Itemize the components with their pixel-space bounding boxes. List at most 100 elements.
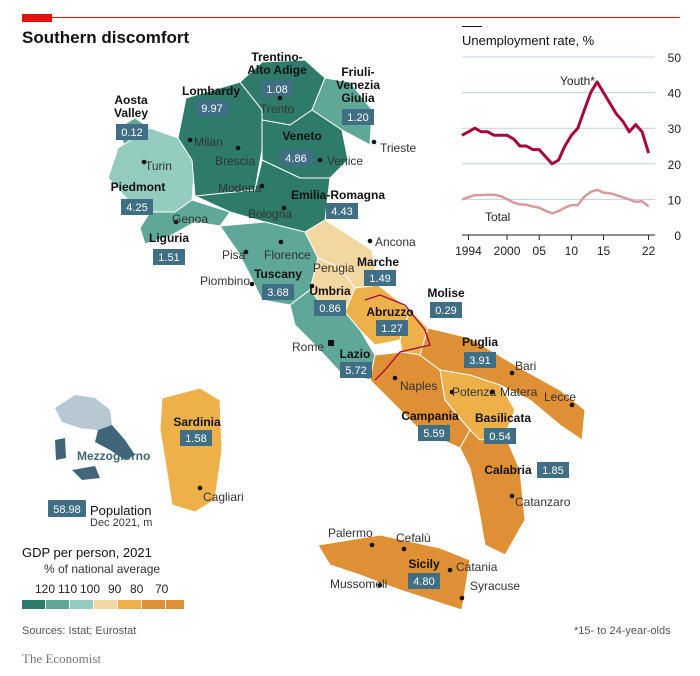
city-cagliari: Cagliari (203, 490, 244, 504)
x-tick-10: 10 (565, 244, 579, 258)
x-tick-22: 22 (642, 244, 656, 258)
region-shape-liguria (139, 199, 231, 245)
region-shape-emilia (193, 159, 331, 233)
city-trieste: Trieste (380, 141, 417, 155)
page-title: Southern discomfort (22, 28, 190, 47)
pop-tuscany: 3.68 (267, 287, 288, 299)
pop-veneto: 4.86 (285, 153, 306, 165)
city-syracuse: Syracuse (470, 579, 520, 593)
population-key-box: 58.98 (48, 500, 86, 517)
chart-top-rule (462, 26, 482, 27)
series-line-youth (461, 80, 651, 166)
brand-label: The Economist (22, 651, 102, 666)
city-ancona: Ancona (375, 235, 416, 249)
pop-emilia: 4.43 (331, 206, 352, 218)
city-catania: Catania (456, 560, 498, 574)
pop-sicily: 4.80 (413, 576, 434, 588)
y-tick-20: 20 (668, 158, 682, 172)
pop-marche: 1.49 (369, 273, 390, 285)
x-tick-2000: 2000 (494, 244, 521, 258)
top-rule (52, 17, 680, 18)
sources-note: Sources: Istat; Eurostat (22, 625, 137, 637)
city-rome: Rome (292, 340, 324, 354)
region-label-calabria: Calabria (484, 463, 532, 477)
region-label-marche: Marche (357, 255, 399, 269)
city-pisa: Pisa (222, 248, 246, 262)
region-label-sardinia: Sardinia (173, 415, 221, 429)
pop-lazio: 5.72 (345, 365, 366, 377)
city-bari: Bari (515, 359, 536, 373)
y-tick-40: 40 (668, 87, 682, 101)
region-label-lombardy: Lombardy (182, 84, 240, 98)
pop-abruzzo: 1.27 (381, 323, 402, 335)
region-label-campania: Campania (401, 409, 459, 423)
legend-swatches (22, 600, 184, 609)
city-brescia: Brescia (215, 154, 255, 168)
legend-tick-90: 90 (108, 582, 122, 596)
region-label-liguria: Liguria (149, 231, 189, 245)
region-shape-sardinia (159, 387, 223, 513)
pop-liguria: 1.51 (158, 252, 179, 264)
legend-tick-70: 70 (155, 582, 169, 596)
region-label-puglia: Puglia (462, 335, 498, 349)
series-label-total: Total (485, 210, 510, 224)
region-label-friuli-1: Friuli- (341, 65, 374, 79)
pop-molise: 0.29 (435, 305, 456, 317)
legend-title: GDP per person, 2021 (22, 545, 152, 560)
region-label-tuscany: Tuscany (254, 267, 302, 281)
pop-campania: 5.59 (423, 428, 444, 440)
region-label-basilicata: Basilicata (475, 411, 531, 425)
chart-title: Unemployment rate, % (462, 33, 595, 48)
city-florence: Florence (264, 248, 311, 262)
inset-map (55, 395, 135, 480)
city-milan: Milan (194, 135, 223, 149)
inset-north (55, 395, 112, 430)
region-label-aosta-1: Aosta (114, 93, 148, 107)
city-naples: Naples (400, 379, 437, 393)
region-label-piedmont: Piedmont (111, 180, 166, 194)
pop-calabria: 1.85 (542, 465, 563, 477)
region-label-abruzzo: Abruzzo (366, 305, 413, 319)
city-trento: Trento (260, 102, 295, 116)
inset-sardinia (55, 438, 66, 460)
legend-tick-120: 120 (35, 582, 55, 596)
inset-label: Mezzogiorno (77, 449, 150, 463)
city-turin: Turin (145, 159, 172, 173)
region-label-friuli-3: Giulia (341, 91, 375, 105)
city-genoa: Genoa (172, 212, 208, 226)
region-label-sicily: Sicily (408, 557, 440, 571)
region-label-trentino-2: Alto Adige (247, 63, 307, 77)
pop-puglia: 3.91 (469, 355, 490, 367)
pop-lombardy: 9.97 (201, 103, 222, 115)
y-tick-0: 0 (674, 229, 681, 243)
x-tick-1994: 1994 (455, 244, 482, 258)
inset-sicily (72, 466, 100, 480)
city-lecce: Lecce (544, 390, 576, 404)
unemployment-chart: 0 10 20 30 40 50 1994 2000 05 10 15 22 Youth* Total (455, 51, 682, 258)
city-cefalu: Cefalù (396, 531, 431, 545)
city-piombino: Piombino (200, 274, 250, 288)
region-label-veneto: Veneto (282, 129, 321, 143)
legend-tick-110: 110 (58, 582, 77, 596)
pop-umbria: 0.86 (319, 303, 340, 315)
city-labels: Milan Trento Brescia Venice Trieste Turi… (141, 95, 576, 601)
legend-tick-80: 80 (130, 582, 144, 596)
pop-aosta: 0.12 (121, 127, 142, 139)
population-key-value: 58.98 (53, 504, 81, 516)
region-label-molise: Molise (427, 286, 465, 300)
pop-friuli: 1.20 (347, 112, 368, 124)
region-label-emilia: Emilia-Romagna (291, 188, 385, 202)
footnote: *15- to 24-year-olds (574, 625, 671, 637)
pop-piedmont: 4.25 (126, 202, 147, 214)
city-palermo: Palermo (328, 526, 373, 540)
y-tick-30: 30 (668, 122, 682, 136)
city-matera: Matera (500, 385, 538, 399)
city-mussomeli: Mussomeli (330, 577, 387, 591)
region-label-trentino-1: Trentino- (251, 50, 302, 64)
population-key-label: Population (90, 503, 152, 518)
city-potenza: Potenza (452, 385, 496, 399)
pop-sardinia: 1.58 (185, 433, 206, 445)
series-line-total (461, 188, 650, 215)
x-tick-05: 05 (533, 244, 547, 258)
population-key-sub: Dec 2021, m (90, 517, 153, 529)
